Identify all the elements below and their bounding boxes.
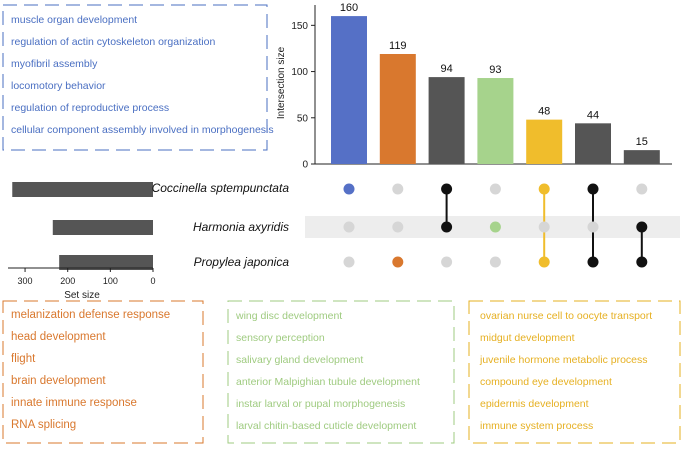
blue-term: regulation of actin cytoskeleton organiz… <box>11 36 216 48</box>
yellow-term: juvenile hormone metabolic process <box>480 354 648 366</box>
blue-term: myofibril assembly <box>11 58 98 70</box>
set-size-bar <box>12 182 153 197</box>
yellow-term: ovarian nurse cell to oocyte transport <box>480 310 653 322</box>
matrix-dot <box>343 183 355 195</box>
green-term-box <box>227 300 455 444</box>
matrix-dot <box>587 256 599 268</box>
intersection-bar-label: 15 <box>636 136 648 148</box>
orange-term-box <box>2 300 204 444</box>
intersection-bar-label: 160 <box>340 2 358 14</box>
matrix-dot <box>636 221 648 233</box>
blue-term-box <box>2 4 268 151</box>
intersection-bar-label: 48 <box>538 106 550 118</box>
matrix-dot <box>587 183 599 195</box>
blue-term: regulation of reproductive process <box>11 102 170 114</box>
yellow-term: epidermis development <box>480 398 589 410</box>
green-term: salivary gland development <box>236 354 364 366</box>
yellow-term: midgut development <box>480 332 575 344</box>
intersection-bar <box>477 78 514 164</box>
orange-term: flight <box>11 353 36 365</box>
orange-term: innate immune response <box>11 397 137 409</box>
intersection-bar <box>428 77 465 164</box>
orange-term: RNA splicing <box>11 419 77 431</box>
green-term: instar larval or pupal morphogenesis <box>236 398 406 410</box>
blue-term: cellular component assembly involved in … <box>11 124 274 136</box>
y-tick-label: 0 <box>302 160 308 171</box>
set-size-tick-label: 0 <box>150 276 155 286</box>
matrix-dot <box>636 183 648 195</box>
matrix-dot <box>538 256 550 268</box>
set-size-axis-label: Set size <box>64 290 100 301</box>
set-size-tick-label: 100 <box>103 276 118 286</box>
matrix-dot <box>392 183 404 195</box>
set-label-harmonia: Harmonia axyridis <box>193 220 289 234</box>
blue-term: locomotory behavior <box>11 80 106 92</box>
matrix-dot <box>441 183 453 195</box>
set-size-bar <box>59 255 154 270</box>
intersection-bar-label: 93 <box>489 64 501 76</box>
y-tick-label: 50 <box>297 113 309 124</box>
green-term: anterior Malpighian tubule development <box>236 376 420 388</box>
set-label-propylea: Propylea japonica <box>194 255 290 269</box>
yellow-term-box <box>468 300 681 444</box>
matrix-dot <box>441 221 453 233</box>
intersection-axis-label: Intersection size <box>276 46 287 119</box>
yellow-term: compound eye development <box>480 376 612 388</box>
y-tick-label: 100 <box>291 67 308 78</box>
intersection-bar-label: 94 <box>440 63 452 75</box>
intersection-bar <box>526 119 563 164</box>
yellow-term: immune system process <box>480 420 594 432</box>
matrix-dot <box>441 256 453 268</box>
y-tick-label: 150 <box>291 21 308 32</box>
matrix-dot <box>343 221 355 233</box>
matrix-dot <box>587 221 599 233</box>
orange-term: head development <box>11 331 106 343</box>
matrix-dot <box>636 256 648 268</box>
intersection-bar-label: 119 <box>389 40 407 52</box>
orange-term: brain development <box>11 375 106 387</box>
matrix-dot <box>392 256 404 268</box>
set-size-bar <box>52 220 153 235</box>
green-term: sensory perception <box>236 332 325 344</box>
matrix-dot <box>392 221 404 233</box>
matrix-dot <box>538 221 550 233</box>
intersection-bar <box>623 150 660 164</box>
matrix-dot <box>489 183 501 195</box>
intersection-bar-label: 44 <box>587 109 599 121</box>
green-term: wing disc development <box>236 310 343 322</box>
matrix-dot <box>489 221 501 233</box>
matrix-dot <box>343 256 355 268</box>
matrix-dot <box>489 256 501 268</box>
intersection-bar <box>331 16 367 165</box>
intersection-bar <box>575 123 611 164</box>
intersection-bar <box>379 53 416 164</box>
set-size-tick-label: 300 <box>18 276 33 286</box>
set-label-coccinella: Coccinella sptempunctata <box>152 181 290 195</box>
set-size-tick-label: 200 <box>60 276 75 286</box>
orange-term: melanization defense response <box>11 309 171 321</box>
blue-term: muscle organ development <box>11 14 138 26</box>
green-term: larval chitin-based cuticle development <box>236 420 417 432</box>
matrix-dot <box>538 183 550 195</box>
